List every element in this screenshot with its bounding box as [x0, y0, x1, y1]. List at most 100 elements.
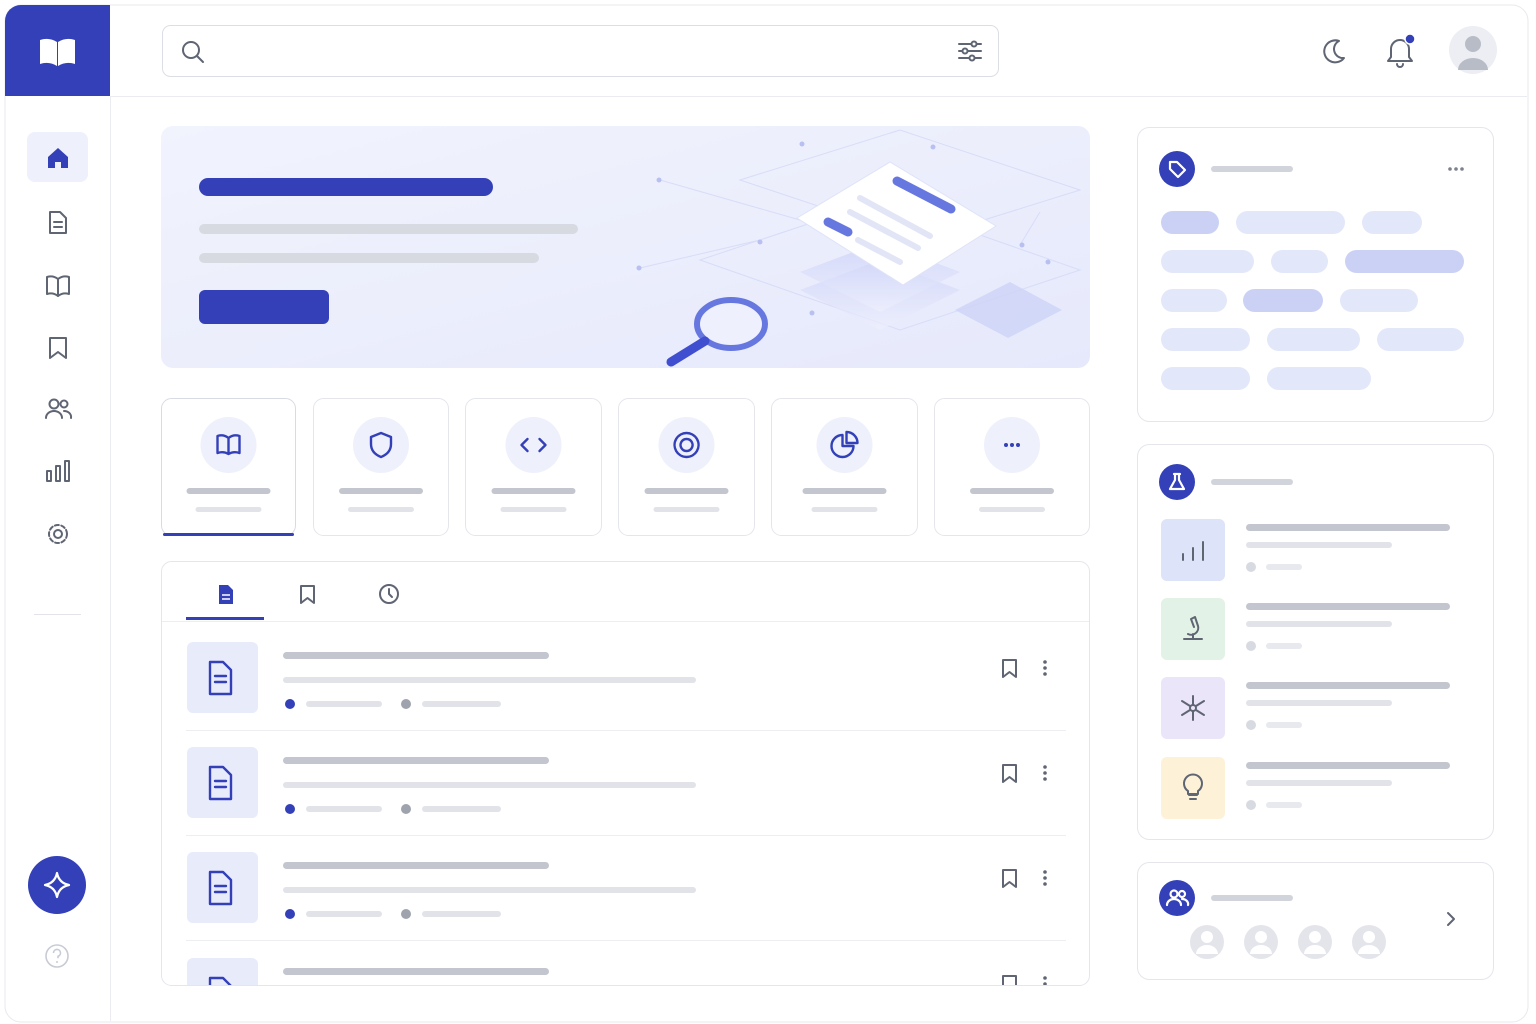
member-avatar[interactable]	[1190, 925, 1224, 959]
tag-chip[interactable]	[1161, 289, 1227, 312]
avatar-body	[1304, 945, 1326, 954]
theme-toggle[interactable]	[1323, 39, 1345, 64]
category-icon	[673, 431, 700, 459]
category-row	[161, 398, 1090, 536]
doc-icon-shape	[208, 765, 233, 801]
card-title-placeholder	[1211, 166, 1293, 172]
doc-status-dot	[285, 804, 295, 814]
doc-menu[interactable]	[1043, 666, 1047, 670]
doc-menu[interactable]	[1043, 765, 1047, 769]
doc-icon	[208, 765, 233, 801]
topic-title-placeholder	[1246, 762, 1450, 769]
doc-title-placeholder	[283, 862, 549, 869]
tag-chip[interactable]	[1161, 328, 1250, 351]
doc-menu[interactable]	[1043, 777, 1047, 781]
doc-meta-placeholder	[422, 911, 501, 917]
team-card-chevron[interactable]	[1447, 912, 1455, 926]
doc-menu[interactable]	[1043, 976, 1047, 980]
tag-chip[interactable]	[1345, 250, 1464, 273]
nav-documents[interactable]	[49, 211, 67, 234]
doc-menu[interactable]	[1043, 982, 1047, 986]
doc-status-dot	[285, 699, 295, 709]
doc-menu[interactable]	[1043, 771, 1047, 775]
doc-bookmark[interactable]	[1002, 764, 1017, 783]
member-avatar[interactable]	[1244, 925, 1278, 959]
user-avatar[interactable]	[1449, 26, 1497, 74]
topics-card-icon	[1159, 464, 1195, 500]
doc-menu[interactable]	[1043, 870, 1047, 874]
tag-chip[interactable]	[1267, 367, 1371, 390]
filter-icon[interactable]	[958, 40, 982, 62]
team-card	[1137, 862, 1494, 980]
help-button[interactable]	[45, 944, 69, 968]
tag-chip[interactable]	[1236, 211, 1345, 234]
tag-chip[interactable]	[1340, 289, 1418, 312]
category-sub-placeholder	[348, 507, 414, 512]
topic-dot	[1246, 562, 1256, 572]
doc-menu[interactable]	[1043, 876, 1047, 880]
avatar-body	[1358, 945, 1380, 954]
tag-chip[interactable]	[1267, 328, 1360, 351]
topic-icon	[1183, 616, 1203, 640]
nav-home[interactable]	[48, 148, 68, 168]
hero-line-placeholder	[199, 253, 539, 263]
hero-button[interactable]	[199, 290, 329, 324]
topic-dot	[1246, 720, 1256, 730]
doc-title-placeholder	[283, 652, 549, 659]
topic-thumb[interactable]	[1161, 598, 1225, 660]
topic-title-placeholder	[1246, 524, 1450, 531]
nav-analytics[interactable]	[46, 460, 70, 482]
tab-recent[interactable]	[379, 584, 399, 604]
topic-thumb[interactable]	[1161, 757, 1225, 819]
avatar-head	[1363, 931, 1375, 943]
logo-block[interactable]	[5, 5, 110, 96]
doc-menu[interactable]	[1043, 882, 1047, 886]
tag-chip[interactable]	[1161, 211, 1219, 234]
assistant-button[interactable]	[28, 856, 86, 914]
doc-bookmark[interactable]	[1002, 659, 1017, 678]
tags-card-menu[interactable]	[1448, 167, 1464, 171]
search-box[interactable]	[162, 25, 999, 77]
category-label-placeholder	[339, 488, 423, 494]
nav-team[interactable]	[45, 398, 73, 419]
category-sub-placeholder	[979, 507, 1045, 512]
tag-chip[interactable]	[1271, 250, 1328, 273]
nav-bookmarks[interactable]	[49, 337, 67, 359]
tag-chip[interactable]	[1377, 328, 1464, 351]
doc-status-dot	[285, 909, 295, 919]
category-sub-placeholder	[500, 507, 567, 512]
nav-library[interactable]	[46, 275, 70, 297]
category-label-placeholder	[802, 488, 887, 494]
doc-meta-dot	[401, 909, 411, 919]
tag-chip[interactable]	[1161, 367, 1250, 390]
member-avatar[interactable]	[1298, 925, 1332, 959]
member-avatar[interactable]	[1352, 925, 1386, 959]
doc-meta-dot	[401, 804, 411, 814]
tab-saved[interactable]	[300, 585, 315, 604]
tab-documents[interactable]	[219, 585, 233, 604]
topic-meta-placeholder	[1266, 564, 1302, 570]
category-label-placeholder	[970, 488, 1054, 494]
notification-dot	[1404, 33, 1416, 45]
doc-title-placeholder	[283, 757, 549, 764]
doc-bookmark[interactable]	[1002, 869, 1017, 888]
category-icon	[216, 434, 241, 456]
topic-icon	[1181, 695, 1205, 721]
tag-chip[interactable]	[1243, 289, 1323, 312]
doc-thumb	[187, 852, 258, 923]
doc-thumb	[187, 747, 258, 818]
topic-thumb[interactable]	[1161, 677, 1225, 739]
doc-menu[interactable]	[1043, 672, 1047, 676]
doc-meta-dot	[401, 699, 411, 709]
tag-chip[interactable]	[1362, 211, 1422, 234]
avatar-head	[1309, 931, 1321, 943]
tag-chip[interactable]	[1161, 250, 1254, 273]
nav-settings[interactable]	[48, 524, 68, 544]
category-active-bar	[163, 533, 294, 536]
category-icon	[1010, 443, 1014, 447]
doc-menu[interactable]	[1043, 660, 1047, 664]
doc-bookmark[interactable]	[1002, 975, 1017, 993]
category-icon	[830, 430, 859, 459]
topic-icon	[1183, 773, 1203, 800]
notifications[interactable]	[1387, 39, 1413, 68]
